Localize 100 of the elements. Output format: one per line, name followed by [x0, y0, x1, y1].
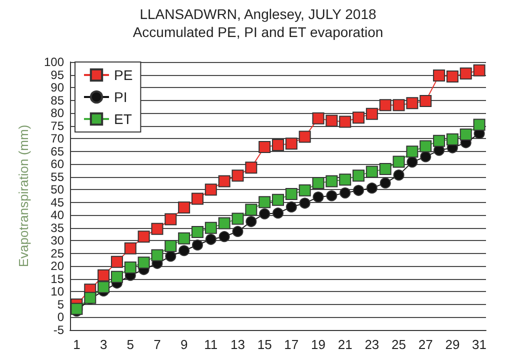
point: [218, 175, 230, 188]
point: [178, 245, 190, 256]
point: [164, 213, 177, 226]
point: [406, 156, 418, 168]
point: [191, 226, 204, 238]
y-tick-label: 20: [50, 259, 64, 274]
point: [178, 232, 190, 244]
point: [178, 201, 190, 214]
point: [406, 97, 418, 110]
point: [420, 95, 432, 108]
point: [285, 188, 298, 200]
point: [259, 208, 270, 220]
chart-title: LLANSADWRN, Anglesey, JULY 2018: [140, 6, 376, 22]
point: [353, 184, 364, 196]
point: [165, 250, 176, 262]
y-tick-label: 100: [44, 55, 64, 69]
point: [151, 249, 164, 262]
y-tick-label: -5: [53, 323, 64, 337]
point: [326, 175, 338, 188]
x-tick-label: 19: [311, 337, 326, 352]
point: [285, 138, 298, 150]
point: [380, 177, 391, 188]
point: [326, 114, 338, 127]
point: [420, 151, 432, 162]
y-tick-label: 50: [50, 182, 64, 197]
point: [298, 130, 311, 143]
y-tick-label: 55: [50, 170, 64, 184]
y-tick-label: 5: [57, 297, 64, 312]
x-tick-label: 29: [445, 337, 460, 352]
point: [460, 128, 472, 140]
point: [446, 133, 458, 146]
point: [245, 204, 258, 216]
point: [98, 269, 110, 282]
point: [204, 184, 217, 196]
x-tick-label: 15: [257, 337, 272, 352]
point: [393, 170, 404, 181]
point: [298, 184, 311, 196]
y-tick-label: 95: [50, 68, 64, 82]
point: [366, 108, 378, 120]
point: [124, 242, 136, 254]
point: [110, 256, 123, 268]
y-tick-label: 65: [50, 144, 64, 158]
x-tick-label: 31: [472, 337, 487, 352]
point: [339, 174, 352, 186]
y-tick-label: 0: [57, 310, 64, 324]
point: [245, 162, 258, 174]
point: [366, 166, 378, 178]
point: [151, 222, 164, 235]
point: [312, 176, 324, 189]
x-tick-label: 11: [204, 337, 218, 352]
y-tick-label: 15: [50, 272, 64, 286]
point: [205, 234, 216, 245]
point: [164, 240, 177, 252]
x-tick-label: 25: [392, 337, 406, 352]
chart-subtitle: Accumulated PE, PI and ET evaporation: [132, 24, 384, 40]
point: [232, 170, 244, 182]
x-tick-label: 21: [338, 337, 352, 352]
point: [232, 226, 244, 237]
point: [326, 190, 338, 202]
y-tick-label: 60: [50, 157, 64, 172]
point: [192, 240, 203, 251]
point: [339, 116, 352, 128]
point: [340, 187, 351, 198]
point: [98, 281, 110, 294]
point: [218, 231, 230, 242]
point: [218, 217, 230, 230]
point: [379, 99, 392, 112]
point: [352, 112, 365, 124]
point: [299, 198, 310, 209]
x-tick-label: 27: [418, 337, 433, 352]
point: [406, 146, 418, 158]
point: [366, 182, 378, 194]
point: [433, 134, 446, 147]
point: [446, 70, 458, 83]
y-tick-label: 45: [50, 195, 64, 210]
point: [191, 192, 204, 205]
point: [433, 70, 446, 82]
y-tick-label: 40: [50, 208, 64, 222]
point: [232, 212, 244, 225]
x-tick-label: 23: [364, 337, 380, 352]
y-tick-label: 25: [50, 246, 64, 260]
point: [258, 196, 271, 208]
point: [379, 162, 392, 175]
x-tick-label: 9: [180, 337, 188, 352]
point: [392, 156, 405, 168]
point: [473, 118, 486, 131]
x-tick-label: 13: [230, 337, 245, 352]
point: [138, 256, 150, 269]
y-tick-label: 10: [50, 284, 64, 299]
x-tick-label: 5: [126, 337, 134, 352]
y-tick-label: 35: [50, 220, 64, 235]
x-tick-label: 17: [284, 337, 299, 352]
point: [138, 230, 150, 243]
legend-label: ET: [114, 111, 132, 127]
y-tick-label: 70: [50, 132, 64, 146]
legend-label: PE: [114, 67, 133, 83]
point: [204, 222, 217, 234]
x-tick-label: 3: [100, 337, 108, 352]
legend-label: PI: [114, 89, 128, 105]
y-tick-label: 80: [50, 106, 64, 120]
